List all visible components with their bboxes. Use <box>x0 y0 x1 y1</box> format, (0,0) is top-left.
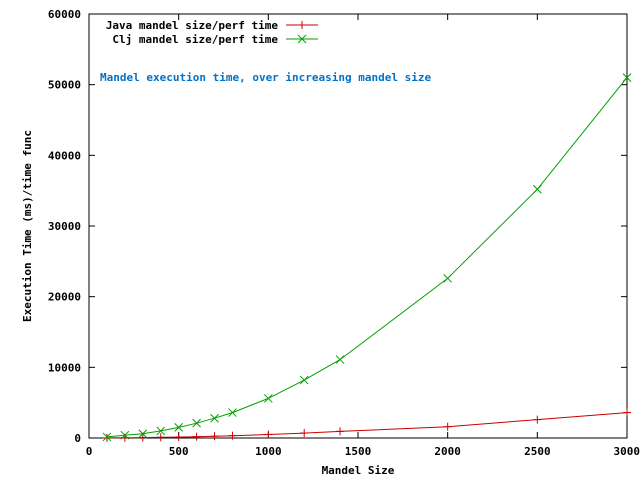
marker-stroke <box>120 430 130 440</box>
legend-marker <box>297 34 307 44</box>
y-tick-label: 30000 <box>48 220 81 233</box>
marker-stroke <box>335 355 345 364</box>
x-tick-label: 2000 <box>434 445 461 458</box>
marker-stroke <box>102 432 112 442</box>
y-tick-label: 50000 <box>48 79 81 92</box>
data-point <box>336 427 345 436</box>
marker-stroke <box>174 423 184 432</box>
chart-annotation: Mandel execution time, over increasing m… <box>100 71 432 84</box>
data-point <box>300 429 309 438</box>
marker-stroke <box>210 413 219 423</box>
data-point <box>156 426 166 436</box>
series-clj <box>102 73 632 442</box>
data-point <box>228 431 237 440</box>
data-point <box>120 430 130 440</box>
y-axis-title: Execution Time (ms)/time func <box>21 130 34 322</box>
series-layer <box>102 73 632 442</box>
data-point <box>443 422 452 431</box>
series-java <box>102 408 631 442</box>
data-point <box>533 415 542 424</box>
marker-stroke <box>192 418 201 428</box>
data-point <box>192 432 201 441</box>
x-tick-label: 3000 <box>614 445 640 458</box>
marker-stroke <box>532 184 542 194</box>
data-point <box>623 408 631 417</box>
x-tick-label: 0 <box>86 445 93 458</box>
data-point <box>156 433 165 442</box>
y-tick-label: 60000 <box>48 8 81 21</box>
x-tick-label: 500 <box>169 445 189 458</box>
x-tick-label: 1000 <box>255 445 282 458</box>
legend-item: Clj mandel size/perf time <box>112 33 318 46</box>
legend-label: Java mandel size/perf time <box>106 19 279 32</box>
marker-stroke <box>443 273 453 283</box>
data-point <box>138 429 148 439</box>
marker-stroke <box>138 429 148 439</box>
y-tick-label: 0 <box>74 432 81 445</box>
y-axis: 0 10000 20000 30000 40000 50000 60000 <box>48 8 627 445</box>
data-point <box>264 430 273 439</box>
data-point <box>102 433 111 442</box>
data-point <box>263 394 273 403</box>
x-tick-label: 1500 <box>345 445 372 458</box>
marker-stroke <box>228 408 237 417</box>
data-point <box>174 423 184 432</box>
data-point <box>228 408 237 417</box>
marker-stroke <box>622 73 632 82</box>
legend-marker <box>298 21 306 29</box>
data-point <box>210 413 219 423</box>
marker-stroke <box>297 34 307 44</box>
y-tick-label: 10000 <box>48 361 81 374</box>
data-point <box>102 432 112 442</box>
data-point <box>138 433 147 442</box>
data-point <box>532 184 542 194</box>
y-tick-label: 20000 <box>48 291 81 304</box>
y-tick-label: 40000 <box>48 149 81 162</box>
series-line <box>106 412 628 439</box>
legend-item: Java mandel size/perf time <box>106 19 318 32</box>
marker-stroke <box>263 394 273 403</box>
data-point <box>299 375 309 385</box>
data-point <box>443 273 453 283</box>
data-point <box>335 355 345 364</box>
data-point <box>622 73 632 82</box>
marker-stroke <box>299 375 309 385</box>
x-axis-title: Mandel Size <box>322 464 395 477</box>
marker-stroke <box>156 426 166 436</box>
x-tick-label: 2500 <box>524 445 551 458</box>
data-point <box>210 432 219 441</box>
data-point <box>174 433 183 442</box>
series-line <box>106 77 628 438</box>
data-point <box>192 418 201 428</box>
x-axis: 0 500 1000 1500 2000 2500 3000 <box>86 14 640 458</box>
legend-label: Clj mandel size/perf time <box>112 33 278 46</box>
